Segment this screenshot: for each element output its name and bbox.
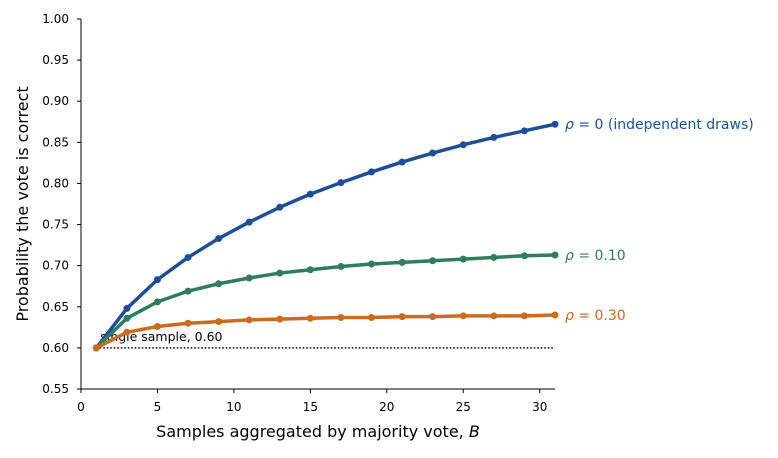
series-line [94, 253, 557, 350]
data-point [276, 203, 284, 211]
data-point [551, 251, 559, 259]
data-point [398, 158, 406, 166]
data-point [184, 287, 192, 295]
y-tick-label: 0.75 [42, 218, 69, 232]
series-line [94, 122, 557, 350]
x-tick-label: 10 [226, 400, 241, 414]
series-label-text: = 0.10 [574, 248, 626, 264]
y-tick-label: 0.55 [42, 382, 69, 396]
y-tick-label: 0.95 [42, 53, 69, 67]
data-point [215, 235, 223, 243]
data-point [215, 318, 223, 326]
data-point [306, 314, 314, 322]
data-point [184, 319, 192, 327]
series-label-text: = 0 (independent draws) [574, 117, 754, 133]
data-point [429, 257, 437, 265]
series-label-symbol: ρ [565, 308, 574, 324]
data-point [459, 255, 467, 263]
data-point [551, 311, 559, 319]
data-point [92, 344, 100, 352]
data-point [306, 266, 314, 274]
x-axis-label-text: Samples aggregated by majority vote, [156, 422, 469, 441]
x-tick-label: 20 [379, 400, 394, 414]
series-label-2: ρ = 0.30 [565, 308, 626, 324]
series-label-text: = 0.30 [574, 308, 626, 324]
y-tick-label: 0.90 [42, 94, 69, 108]
series-label-1: ρ = 0.10 [565, 248, 626, 264]
data-point [184, 253, 192, 261]
data-point [337, 262, 345, 270]
data-point [520, 252, 528, 260]
data-point [123, 328, 131, 336]
data-point [306, 190, 314, 198]
series-2 [92, 311, 559, 352]
series-line [94, 313, 557, 350]
data-point [368, 313, 376, 321]
y-tick-label: 0.60 [42, 341, 69, 355]
series-label-symbol: ρ [565, 248, 574, 264]
x-tick-label: 15 [303, 400, 318, 414]
data-point [459, 141, 467, 149]
data-point [490, 253, 498, 261]
series-labels: ρ = 0 (independent draws)ρ = 0.10ρ = 0.3… [565, 117, 754, 324]
x-axis-label-variable: B [469, 422, 480, 441]
data-point [123, 304, 131, 312]
series-layer [92, 120, 559, 352]
data-point [215, 280, 223, 288]
data-point [429, 313, 437, 321]
y-axis-label: Probability the vote is correct [13, 86, 32, 321]
series-label-symbol: ρ [565, 117, 574, 133]
data-point [337, 313, 345, 321]
data-point [551, 120, 559, 128]
series-label-0: ρ = 0 (independent draws) [565, 117, 754, 133]
data-point [429, 149, 437, 157]
x-tick-label: 5 [154, 400, 162, 414]
data-point [245, 274, 253, 282]
x-tick-label: 25 [456, 400, 471, 414]
data-point [490, 133, 498, 141]
data-point [490, 312, 498, 320]
data-point [153, 276, 161, 284]
data-point [245, 316, 253, 324]
data-point [153, 323, 161, 331]
data-point [520, 127, 528, 135]
data-point [276, 269, 284, 277]
data-point [153, 298, 161, 306]
y-tick-label: 0.65 [42, 300, 69, 314]
y-tick-label: 0.70 [42, 259, 69, 273]
data-point [459, 312, 467, 320]
data-point [368, 260, 376, 268]
y-axis-ticks: 0.55 0.60 0.65 0.70 0.75 0.80 0.85 0.90 0.95 1.00 [42, 12, 81, 396]
data-point [276, 315, 284, 323]
y-tick-label: 0.80 [42, 176, 69, 190]
data-point [245, 218, 253, 226]
x-axis-ticks: 0 5 10 15 20 25 30 [77, 389, 547, 414]
x-tick-label: 30 [532, 400, 547, 414]
data-point [398, 258, 406, 266]
data-point [520, 312, 528, 320]
data-point [398, 313, 406, 321]
y-tick-label: 0.85 [42, 135, 69, 149]
data-point [368, 168, 376, 176]
data-point [123, 314, 131, 322]
x-tick-label: 0 [77, 400, 85, 414]
y-tick-label: 1.00 [42, 12, 69, 26]
x-axis-label: Samples aggregated by majority vote, B [156, 422, 480, 441]
data-point [337, 179, 345, 187]
